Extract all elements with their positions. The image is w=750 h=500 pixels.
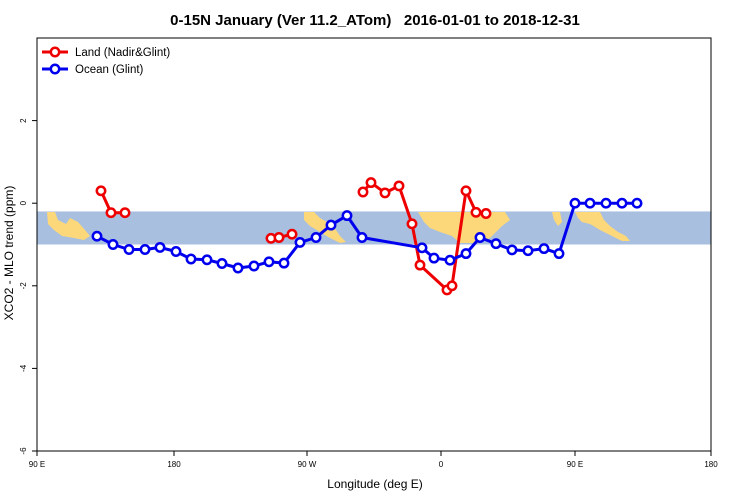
data-point-ocean [341,210,353,222]
legend-land-marker [49,46,61,58]
data-point-land [357,186,369,198]
x-tick-label: 180 [167,460,181,469]
data-point-land [286,228,298,240]
data-point-land [95,185,107,197]
data-point-ocean [310,232,322,243]
data-point-ocean [490,238,502,250]
data-point-ocean [522,245,534,257]
land-mass-maritime-asia [47,212,90,240]
data-point-ocean [325,219,337,231]
land-mass-central-america [304,212,346,243]
x-tick-label: 90 W [298,460,317,469]
data-point-land [470,206,482,218]
x-tick-label: 0 [439,460,444,469]
data-point-land [393,180,405,192]
land-mass-india-sea [552,212,562,226]
land-mass-se-asia [575,212,630,241]
data-point-ocean [460,248,472,260]
data-point-ocean [123,244,135,255]
data-point-ocean [569,197,581,209]
data-point-land [406,218,418,230]
data-point-ocean [444,254,456,266]
data-point-ocean [356,232,368,243]
plot-frame [36,37,712,452]
land-mass-africa [418,212,510,243]
legend-ocean-marker [49,63,61,75]
data-point-ocean [584,197,596,209]
data-point-land [480,208,492,219]
data-point-ocean [139,244,151,255]
data-point-ocean [538,243,550,255]
data-point-land [119,207,131,219]
x-axis: 90 E 180 90 W 0 90 E 180 [29,451,718,469]
data-point-ocean [201,254,213,266]
data-point-ocean [631,197,643,209]
y-tick-label: -2 [19,282,28,290]
data-point-ocean [506,244,518,256]
legend-land-label: Land (Nadir&Glint) [75,47,170,59]
data-point-ocean [553,248,565,260]
data-point-ocean [416,242,428,254]
data-point-ocean [294,236,306,248]
series-layer [91,177,643,296]
x-axis-label: Longitude (deg E) [327,477,422,491]
data-point-land [446,280,458,292]
data-point-ocean [170,246,182,257]
legend-ocean-label: Ocean (Glint) [75,64,144,76]
data-point-ocean [216,258,228,269]
y-tick-label: 0 [19,200,28,205]
y-axis-label: XCO2 - MLO trend (ppm) [2,186,16,321]
data-point-land [105,207,117,219]
data-point-ocean [600,197,612,209]
y-tick-label: -4 [19,364,28,372]
chart-title: 0-15N January (Ver 11.2_ATom) 2016-01-01… [170,12,580,29]
data-point-land [460,185,472,197]
data-point-land [414,259,426,271]
data-point-ocean [154,241,166,253]
data-point-ocean [278,257,290,269]
data-point-ocean [263,256,275,268]
data-point-land [273,232,285,243]
data-point-land [365,177,377,189]
x-tick-label: 180 [704,460,718,469]
data-point-ocean [232,262,244,274]
y-axis: -6 -4 -2 0 2 [19,118,37,455]
data-point-ocean [616,197,628,209]
legend: Land (Nadir&Glint) Ocean (Glint) [42,46,170,76]
x-tick-label: 90 E [29,460,45,469]
data-point-ocean [474,232,486,243]
data-point-ocean [428,252,440,264]
data-point-ocean [91,230,103,242]
data-point-land [379,187,391,199]
y-tick-label: -6 [19,447,28,455]
data-point-ocean [185,253,197,265]
y-tick-label: 2 [19,118,28,123]
data-point-ocean [248,260,260,272]
x-tick-label: 90 E [567,460,583,469]
data-point-ocean [107,239,119,250]
